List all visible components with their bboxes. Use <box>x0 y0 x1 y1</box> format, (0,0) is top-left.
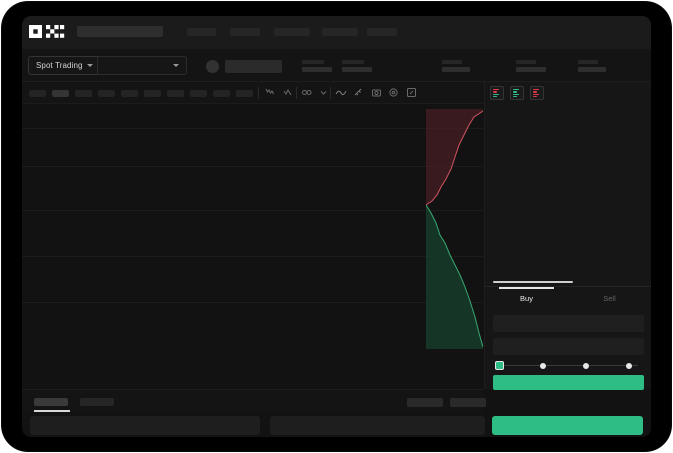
toolbar-divider <box>296 87 297 99</box>
ticker-stat-value <box>342 67 372 72</box>
slider-track <box>499 365 638 366</box>
ticker-stat-value <box>302 67 332 72</box>
timeframe-chip-7[interactable] <box>190 90 207 97</box>
orderbook-scrollbar[interactable] <box>493 281 573 283</box>
okx-logo[interactable] <box>29 25 67 38</box>
chart-tab-open-orders[interactable] <box>34 398 68 406</box>
slider-dot-1[interactable] <box>540 362 546 369</box>
orderbook-mode-bids[interactable] <box>510 86 524 100</box>
pair-bar: Spot Trading <box>22 49 651 82</box>
tab-sell-label: Sell <box>603 293 616 303</box>
submit-order-button[interactable] <box>493 375 644 390</box>
trade-form-tabs: Buy Sell <box>485 287 651 309</box>
line-chart-icon[interactable] <box>281 86 294 99</box>
orderbook-rows <box>485 104 651 278</box>
chart-grid-line <box>22 128 483 129</box>
slider-dot-2[interactable] <box>583 362 589 369</box>
chart-bottom-tabs <box>22 389 486 413</box>
ticker-stat-value <box>442 67 470 72</box>
ticker-stat-value <box>516 67 546 72</box>
orderbook-mode-both[interactable] <box>490 86 504 100</box>
timeframe-chip-8[interactable] <box>213 90 230 97</box>
tab-sell[interactable]: Sell <box>568 287 651 309</box>
ticker-stat-1 <box>342 60 372 72</box>
timeframe-chip-5[interactable] <box>144 90 161 97</box>
timeframe-chip-6[interactable] <box>167 90 184 97</box>
market-type-label: Spot Trading <box>36 61 83 70</box>
orderbook-mode-asks[interactable] <box>530 86 544 100</box>
ticker-stat-label <box>516 60 536 64</box>
pair-coin-avatar <box>206 60 219 73</box>
ruler-icon[interactable] <box>352 86 365 99</box>
bottom-panel-action[interactable] <box>492 416 643 435</box>
pair-price-value <box>225 60 282 73</box>
settings-icon[interactable] <box>387 86 400 99</box>
orderbook-mode-toggles <box>490 86 544 100</box>
chart-tab-active-indicator <box>34 410 70 412</box>
ticker-stat-label <box>302 60 324 64</box>
timeframe-chip-2[interactable] <box>75 90 92 97</box>
chart-grid-line <box>22 210 483 211</box>
candlestick-chart-icon[interactable] <box>263 86 276 99</box>
timeframe-chip-3[interactable] <box>98 90 115 97</box>
app-header <box>22 16 651 49</box>
app-screen: Spot Trading <box>22 16 651 437</box>
volume-series <box>22 330 483 378</box>
chart-tab-order-history[interactable] <box>80 398 114 406</box>
chart-grid-line <box>22 166 483 167</box>
nav-item-2[interactable] <box>274 28 310 36</box>
bottom-panel-assets[interactable] <box>270 416 485 435</box>
ticker-stat-label <box>578 60 598 64</box>
ticker-stat-0 <box>302 60 332 72</box>
trend-line-icon[interactable] <box>334 86 347 99</box>
slider-dot-3[interactable] <box>626 362 632 369</box>
tab-buy-label: Buy <box>520 293 533 303</box>
timeframe-chip-1[interactable] <box>52 90 69 97</box>
market-type-dropdown[interactable]: Spot Trading <box>28 56 101 75</box>
timeframe-chip-9[interactable] <box>236 90 253 97</box>
order-price-field[interactable] <box>493 315 644 332</box>
price-chart[interactable] <box>22 104 483 389</box>
timeframe-chip-0[interactable] <box>29 90 46 97</box>
fullscreen-icon[interactable] <box>405 86 418 99</box>
ticker-stat-2 <box>442 60 470 72</box>
chevron-down-icon <box>173 64 179 67</box>
order-book[interactable] <box>484 82 651 286</box>
pair-selector-dropdown[interactable] <box>97 56 187 75</box>
toolbar-divider <box>258 87 259 99</box>
tab-buy[interactable]: Buy <box>485 287 568 309</box>
nav-item-1[interactable] <box>230 28 260 36</box>
candlestick-series <box>22 104 483 326</box>
chart-tab-button-1[interactable] <box>450 398 486 407</box>
ticker-stat-4 <box>578 60 606 72</box>
bottom-panels <box>22 413 651 437</box>
ticker-stat-value <box>578 67 606 72</box>
toolbar-divider <box>330 87 331 99</box>
chart-grid-line <box>22 302 483 303</box>
nav-item-0[interactable] <box>187 28 216 36</box>
ticker-stat-label <box>342 60 364 64</box>
chevron-down-icon <box>86 64 93 67</box>
chart-tab-button-0[interactable] <box>407 398 443 407</box>
slider-handle[interactable] <box>495 361 504 370</box>
camera-icon[interactable] <box>370 86 383 99</box>
timeframe-chip-4[interactable] <box>121 90 138 97</box>
chevron-down-icon[interactable] <box>317 86 330 99</box>
trade-form: Buy Sell <box>484 286 651 390</box>
chart-grid-line <box>22 256 483 257</box>
nav-item-4[interactable] <box>367 28 397 36</box>
indicator-icon[interactable] <box>300 86 313 99</box>
nav-item-3[interactable] <box>322 28 358 36</box>
bottom-panel-positions[interactable] <box>30 416 260 435</box>
order-amount-slider[interactable] <box>495 361 642 370</box>
order-amount-field[interactable] <box>493 338 644 355</box>
ticker-stat-3 <box>516 60 546 72</box>
ticker-stat-label <box>442 60 462 64</box>
search-input[interactable] <box>77 26 163 37</box>
